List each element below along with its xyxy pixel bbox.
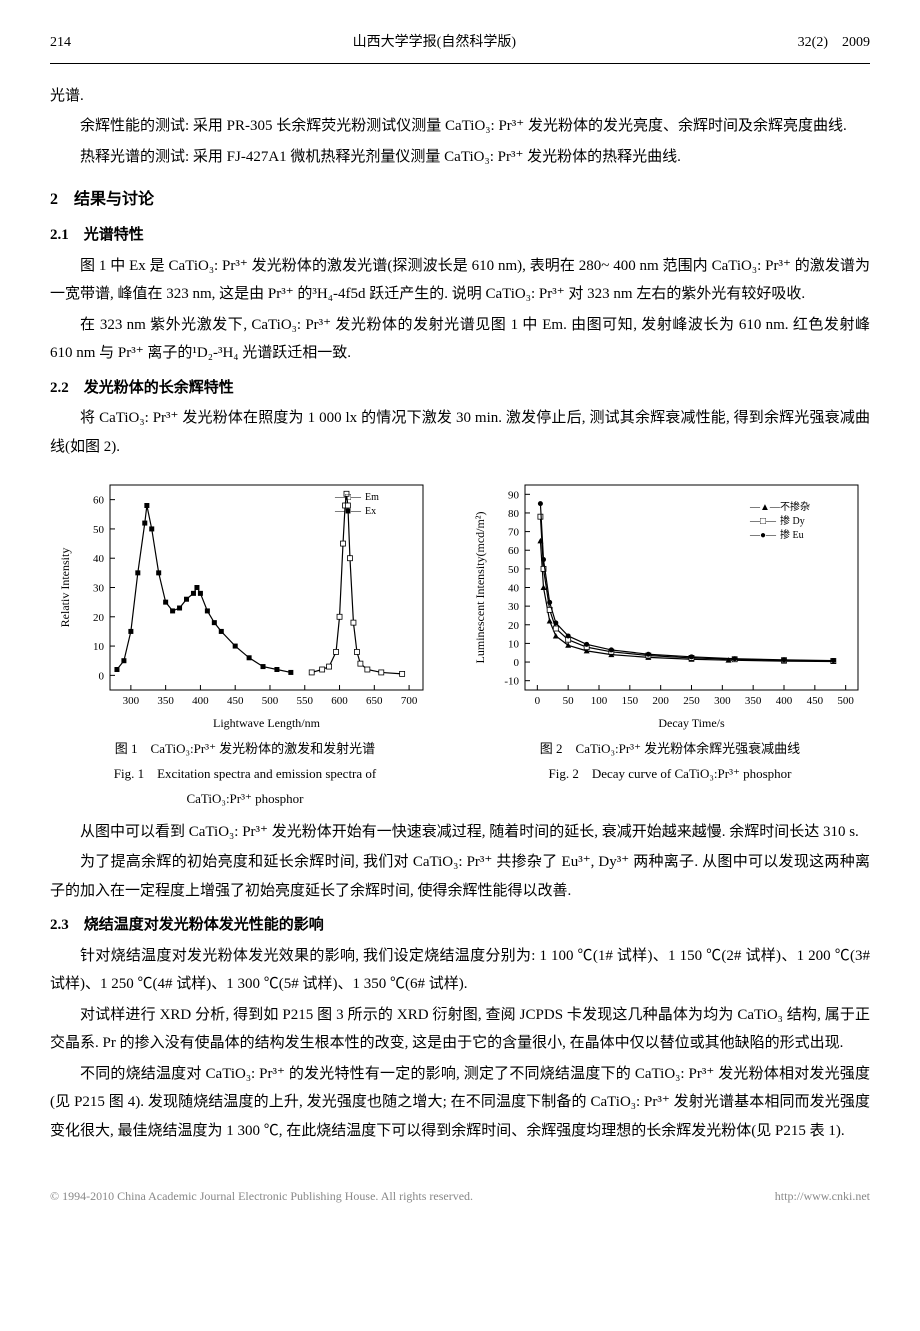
svg-text:30: 30 bbox=[93, 583, 105, 595]
svg-text:150: 150 bbox=[622, 695, 639, 707]
svg-text:0: 0 bbox=[535, 695, 541, 707]
journal-title: 山西大学学报(自然科学版) bbox=[71, 30, 798, 57]
svg-text:30: 30 bbox=[508, 602, 520, 614]
svg-text:600: 600 bbox=[331, 695, 348, 707]
body-p2: 热释光谱的测试: 采用 FJ-427A1 微机热释光剂量仪测量 CaTiO₃: … bbox=[50, 143, 870, 172]
figure-1-caption-en2: CaTiO₃:Pr³⁺ phosphor bbox=[50, 789, 440, 810]
svg-text:500: 500 bbox=[262, 695, 279, 707]
svg-text:60: 60 bbox=[508, 546, 520, 558]
svg-text:300: 300 bbox=[714, 695, 731, 707]
section-2-2-heading: 2.2 发光粉体的长余辉特性 bbox=[50, 374, 870, 403]
svg-text:450: 450 bbox=[807, 695, 824, 707]
figure-2-caption-zh: 图 2 CaTiO₃:Pr³⁺ 发光粉体余辉光强衰减曲线 bbox=[470, 739, 870, 760]
svg-text:掺 Eu: 掺 Eu bbox=[780, 528, 804, 541]
svg-text:40: 40 bbox=[93, 554, 105, 566]
svg-text:20: 20 bbox=[508, 620, 520, 632]
svg-text:250: 250 bbox=[683, 695, 700, 707]
svg-text:Lightwave Length/nm: Lightwave Length/nm bbox=[213, 716, 321, 730]
svg-text:100: 100 bbox=[591, 695, 608, 707]
svg-text:550: 550 bbox=[297, 695, 314, 707]
svg-text:700: 700 bbox=[401, 695, 418, 707]
svg-text:350: 350 bbox=[745, 695, 762, 707]
svg-text:400: 400 bbox=[192, 695, 209, 707]
section-2-1-heading: 2.1 光谱特性 bbox=[50, 221, 870, 250]
svg-text:不掺杂: 不掺杂 bbox=[780, 500, 810, 513]
figure-2-chart: 0 50 100 150 200 250 300 350 400 450 500 -10 0 10 20 30… bbox=[470, 475, 870, 735]
svg-text:50: 50 bbox=[93, 524, 105, 536]
svg-text:—▲—: —▲— bbox=[749, 502, 781, 513]
figure-1-caption-zh: 图 1 CaTiO₃:Pr³⁺ 发光粉体的激发和发射光谱 bbox=[50, 739, 440, 760]
figures-row: 3003504004505005506006507000102030405060… bbox=[50, 475, 870, 809]
svg-text:500: 500 bbox=[837, 695, 854, 707]
copyright-text: © 1994-2010 China Academic Journal Elect… bbox=[50, 1185, 473, 1208]
svg-text:—●—: —●— bbox=[749, 530, 777, 541]
page-header: 214 山西大学学报(自然科学版) 32(2) 2009 bbox=[50, 30, 870, 64]
body-p9: 对试样进行 XRD 分析, 得到如 P215 图 3 所示的 XRD 衍射图, … bbox=[50, 1001, 870, 1058]
issue-info: 32(2) 2009 bbox=[798, 30, 870, 57]
body-p8: 针对烧结温度对发光粉体发光效果的影响, 我们设定烧结温度分别为: 1 100 ℃… bbox=[50, 942, 870, 999]
body-p1: 余辉性能的测试: 采用 PR-305 长余辉荧光粉测试仪测量 CaTiO₃: P… bbox=[50, 112, 870, 141]
footer-url: http://www.cnki.net bbox=[775, 1185, 870, 1208]
figure-1: 300 350 400 450 500 550 600 650 700 0 10 20 30 40 50 60… bbox=[50, 475, 440, 809]
page-footer: © 1994-2010 China Academic Journal Elect… bbox=[50, 1185, 870, 1208]
svg-text:—□—: —□— bbox=[334, 492, 362, 503]
svg-text:60: 60 bbox=[93, 495, 105, 507]
svg-text:20: 20 bbox=[93, 612, 105, 624]
body-p5: 将 CaTiO₃: Pr³⁺ 发光粉体在照度为 1 000 lx 的情况下激发 … bbox=[50, 404, 870, 461]
svg-text:80: 80 bbox=[508, 508, 520, 520]
body-p10: 不同的烧结温度对 CaTiO₃: Pr³⁺ 的发光特性有一定的影响, 测定了不同… bbox=[50, 1060, 870, 1146]
body-p4: 在 323 nm 紫外光激发下, CaTiO₃: Pr³⁺ 发光粉体的发射光谱见… bbox=[50, 311, 870, 368]
svg-text:350: 350 bbox=[157, 695, 174, 707]
svg-text:-10: -10 bbox=[504, 676, 519, 688]
body-p0: 光谱. bbox=[50, 82, 870, 111]
svg-text:0: 0 bbox=[514, 658, 520, 670]
svg-text:450: 450 bbox=[227, 695, 244, 707]
svg-text:Decay Time/s: Decay Time/s bbox=[658, 716, 725, 730]
svg-text:70: 70 bbox=[508, 527, 520, 539]
svg-text:50: 50 bbox=[563, 695, 575, 707]
svg-text:Luminescent Intensity(mcd/m²): Luminescent Intensity(mcd/m²) bbox=[473, 512, 487, 664]
svg-text:300: 300 bbox=[123, 695, 140, 707]
svg-text:—□—: —□— bbox=[749, 516, 777, 527]
svg-text:掺 Dy: 掺 Dy bbox=[780, 514, 805, 527]
svg-text:0: 0 bbox=[99, 671, 105, 683]
svg-text:40: 40 bbox=[508, 583, 520, 595]
svg-text:Ex: Ex bbox=[365, 506, 376, 517]
svg-text:10: 10 bbox=[508, 639, 520, 651]
figure-1-caption-en1: Fig. 1 Excitation spectra and emission s… bbox=[50, 764, 440, 785]
figure-2-caption-en: Fig. 2 Decay curve of CaTiO₃:Pr³⁺ phosph… bbox=[470, 764, 870, 785]
svg-text:Relativ Intensity: Relativ Intensity bbox=[58, 548, 72, 628]
svg-text:Em: Em bbox=[365, 492, 379, 503]
section-2-3-heading: 2.3 烧结温度对发光粉体发光性能的影响 bbox=[50, 911, 870, 940]
svg-text:400: 400 bbox=[776, 695, 793, 707]
body-p3: 图 1 中 Ex 是 CaTiO₃: Pr³⁺ 发光粉体的激发光谱(探测波长是 … bbox=[50, 252, 870, 309]
svg-text:10: 10 bbox=[93, 642, 105, 654]
svg-text:50: 50 bbox=[508, 564, 520, 576]
figure-2: 0 50 100 150 200 250 300 350 400 450 500 -10 0 10 20 30… bbox=[470, 475, 870, 809]
svg-text:90: 90 bbox=[508, 490, 520, 502]
page-number: 214 bbox=[50, 30, 71, 57]
figure-1-chart: 300 350 400 450 500 550 600 650 700 0 10 20 30 40 50 60… bbox=[55, 475, 435, 735]
body-p7: 为了提高余辉的初始亮度和延长余辉时间, 我们对 CaTiO₃: Pr³⁺ 共掺杂… bbox=[50, 848, 870, 905]
svg-text:650: 650 bbox=[366, 695, 383, 707]
body-p6: 从图中可以看到 CaTiO₃: Pr³⁺ 发光粉体开始有一快速衰减过程, 随着时… bbox=[50, 818, 870, 847]
svg-text:—■—: —■— bbox=[334, 506, 362, 517]
svg-text:200: 200 bbox=[652, 695, 669, 707]
section-2-heading: 2 结果与讨论 bbox=[50, 185, 870, 215]
